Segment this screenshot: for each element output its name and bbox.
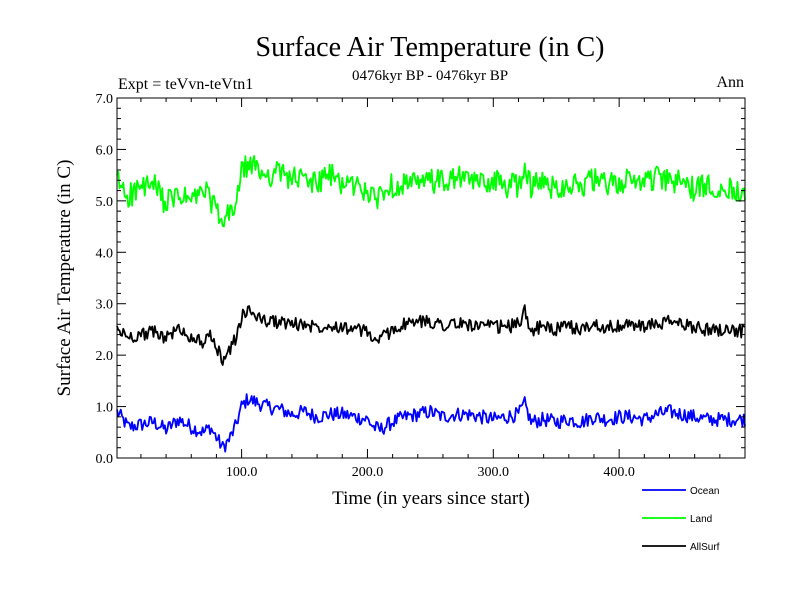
series-line-land xyxy=(116,155,746,228)
y-axis-label: Surface Air Temperature (in C) xyxy=(54,160,75,397)
legend: Ocean Land AllSurf xyxy=(642,486,720,553)
x-tick-label: 200.0 xyxy=(352,465,384,480)
y-tick-label: 1.0 xyxy=(96,401,114,416)
experiment-label: Expt = teVvn-teVtn1 xyxy=(118,76,253,93)
chart-subtitle: 0476kyr BP - 0476kyr BP xyxy=(352,68,508,84)
legend-label-ocean: Ocean xyxy=(690,486,719,497)
y-tick-label: 5.0 xyxy=(96,195,114,210)
y-tick-label: 7.0 xyxy=(96,92,114,107)
chart-title: Surface Air Temperature (in C) xyxy=(256,32,605,63)
plot-frame xyxy=(116,97,746,459)
x-tick-label: 300.0 xyxy=(478,465,510,480)
y-tick-label: 2.0 xyxy=(96,349,114,364)
y-tick-label: 4.0 xyxy=(96,246,114,261)
x-tick-label: 400.0 xyxy=(603,465,635,480)
y-tick-label: 3.0 xyxy=(96,298,114,313)
plot-area: 0.0 1.0 2.0 3.0 4.0 5.0 6.0 7.0 100.0 200.0 300.0 4… xyxy=(96,92,746,480)
y-tick-label: 0.0 xyxy=(96,452,114,467)
legend-label-land: Land xyxy=(690,514,712,525)
period-label: Ann xyxy=(716,74,744,91)
series-line-allsurf xyxy=(116,304,746,366)
legend-label-allsurf: AllSurf xyxy=(690,542,720,553)
series-line-ocean xyxy=(116,393,746,453)
x-tick-label: 100.0 xyxy=(226,465,258,480)
x-axis-label: Time (in years since start) xyxy=(332,488,530,509)
y-tick-label: 6.0 xyxy=(96,143,114,158)
